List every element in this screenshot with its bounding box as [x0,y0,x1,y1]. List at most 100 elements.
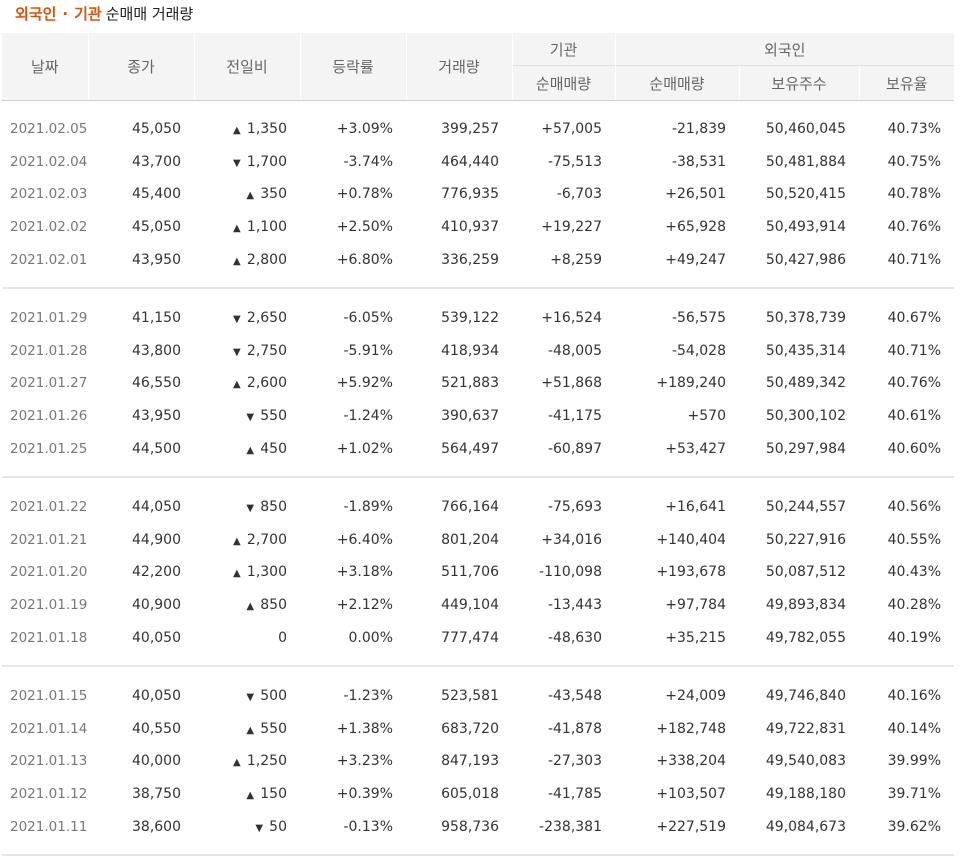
up-arrow-icon: ▲ [233,125,241,137]
row-foreign-holdings: 50,297,984 [765,440,846,457]
row-change: ▲ 850 [194,589,300,622]
row-change-value: 850 [260,597,287,614]
row-close: 43,800 [132,342,181,359]
row-volume: 410,937 [441,219,499,236]
row-rate: +3.09% [336,121,393,138]
row-foreign-net: -54,028 [671,342,726,359]
title-rest: 순매매 거래량 [105,5,194,23]
row-close: 45,400 [132,186,181,203]
row-volume: 766,164 [441,499,499,516]
down-arrow-icon: ▼ [246,692,255,704]
row-change: ▼ 2,650 [194,302,300,335]
row-foreign-holdings: 50,481,884 [765,153,846,170]
row-foreign-ratio: 39.71% [887,785,941,802]
table-row: 2021.01.19 40,900 ▲ 850 +2.12% 449,104 -13,443… [2,589,954,622]
header-change: 전일비 [193,33,300,100]
row-foreign-ratio: 40.71% [887,251,941,268]
row-date: 2021.01.13 [10,753,88,770]
row-date: 2021.02.03 [10,186,88,203]
row-foreign-net: +103,507 [656,785,726,802]
row-institution-net: -6,703 [556,186,602,203]
up-arrow-icon: ▲ [233,255,241,267]
row-change: ▼ 500 [194,680,300,713]
row-rate: +3.23% [336,753,393,770]
row-date: 2021.01.28 [10,342,88,359]
row-volume: 336,259 [441,251,499,268]
row-foreign-ratio: 40.73% [887,121,941,138]
row-date: 2021.01.11 [10,818,88,835]
row-foreign-net: +338,204 [656,753,726,770]
table-row: 2021.01.26 43,950 ▼ 550 -1.24% 390,637 -41,175… [2,400,954,433]
row-institution-net: +51,868 [541,375,602,392]
up-arrow-icon: ▲ [246,724,255,736]
row-close: 44,050 [132,499,181,516]
row-foreign-ratio: 40.75% [887,153,941,170]
row-change-value: 500 [260,688,287,705]
group-gap [2,666,954,680]
row-foreign-ratio: 40.67% [887,310,941,327]
row-institution-net: -13,443 [547,597,602,614]
row-foreign-net: +97,784 [665,597,726,614]
spacer-row [2,101,954,114]
trading-volume-table: 날짜 종가 전일비 등락률 거래량 기관 외국인 순매매량 순매매량 보유주수 … [2,33,954,856]
row-volume: 521,883 [441,375,499,392]
row-foreign-net: +570 [687,408,726,425]
row-foreign-ratio: 40.56% [887,499,941,516]
row-change-value: 1,350 [246,121,287,138]
row-change-value: 850 [260,499,287,516]
row-close: 43,950 [132,408,181,425]
row-date: 2021.01.19 [10,597,88,614]
row-date: 2021.01.15 [10,688,88,705]
row-institution-net: -60,897 [547,440,602,457]
row-change-value: 450 [260,440,287,457]
row-institution-net: -41,175 [547,408,602,425]
row-rate: +2.50% [336,219,393,236]
row-change-value: 150 [260,785,287,802]
row-institution-net: -48,630 [547,629,602,646]
row-foreign-net: +193,678 [656,564,726,581]
row-rate: +6.40% [336,531,393,548]
down-arrow-icon: ▼ [233,314,241,326]
row-rate: +2.12% [336,597,393,614]
row-change: ▲ 2,800 [194,243,300,276]
up-arrow-icon: ▲ [246,789,255,801]
down-arrow-icon: ▼ [246,503,255,515]
table-row: 2021.02.03 45,400 ▲ 350 +0.78% 776,935 -6,703 +… [2,178,954,211]
row-change-value: 1,100 [246,219,287,236]
row-date: 2021.01.14 [10,720,88,737]
row-close: 38,600 [132,818,181,835]
up-arrow-icon: ▲ [233,379,241,391]
row-institution-net: -75,513 [547,153,602,170]
row-institution-net: +19,227 [541,219,602,236]
table-row: 2021.01.20 42,200 ▲ 1,300 +3.18% 511,706 -110,… [2,556,954,589]
row-volume: 464,440 [441,153,499,170]
group-separator [2,653,954,667]
row-rate: +0.39% [336,785,393,802]
row-foreign-ratio: 40.61% [887,408,941,425]
row-volume: 511,706 [441,564,499,581]
row-change: ▲ 1,250 [194,745,300,778]
table-row: 2021.02.04 43,700 ▼ 1,700 -3.74% 464,440 -75,5… [2,146,954,179]
row-date: 2021.01.25 [10,440,88,457]
row-rate: +0.78% [336,186,393,203]
row-change-value: 550 [260,720,287,737]
page-title: 외국인 · 기관 순매매 거래량 [15,4,193,24]
table-row: 2021.01.21 44,900 ▲ 2,700 +6.40% 801,204 +34,0… [2,524,954,557]
row-change: ▲ 350 [194,178,300,211]
header-institution-group: 기관 [511,33,615,66]
row-foreign-net: +140,404 [656,531,726,548]
row-foreign-holdings: 50,244,557 [765,499,846,516]
row-volume: 449,104 [441,597,499,614]
row-foreign-ratio: 39.99% [887,753,941,770]
row-change: ▼ 2,750 [194,335,300,368]
row-institution-net: -48,005 [547,342,602,359]
row-close: 40,000 [132,753,181,770]
row-foreign-holdings: 50,435,314 [765,342,846,359]
header-volume: 거래량 [405,33,512,100]
table-row: 2021.01.27 46,550 ▲ 2,600 +5.92% 521,883 +51,8… [2,367,954,400]
row-volume: 777,474 [441,629,499,646]
row-foreign-holdings: 50,300,102 [765,408,846,425]
row-change-value: 2,800 [246,251,287,268]
header-foreign-ratio: 보유율 [858,65,954,100]
row-foreign-net: +35,215 [665,629,726,646]
